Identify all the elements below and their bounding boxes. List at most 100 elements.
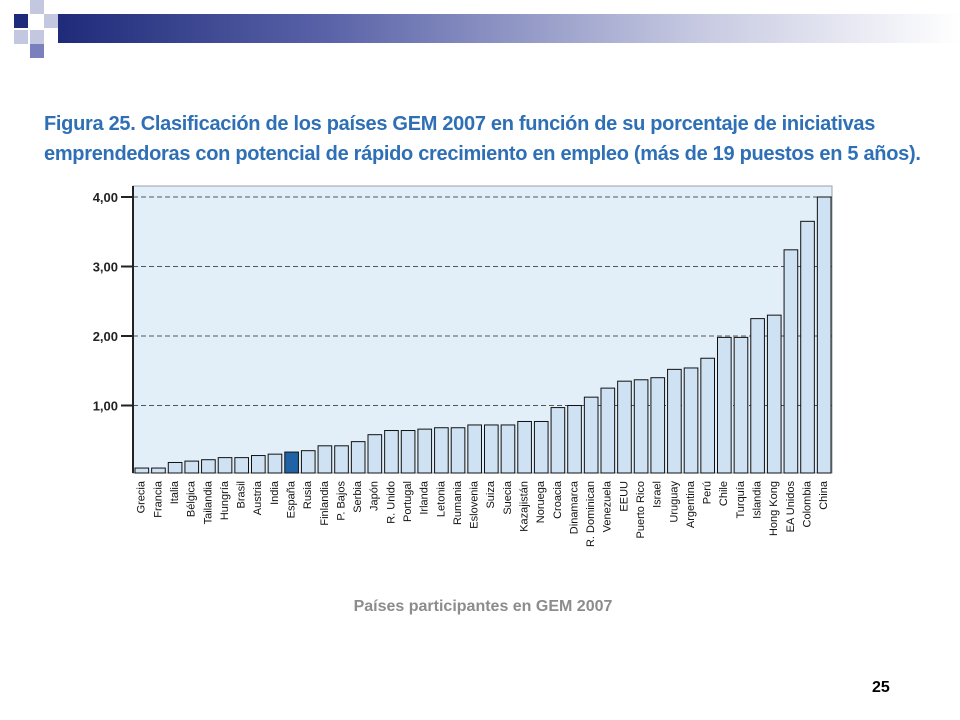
category-label: Colombia xyxy=(801,480,813,527)
bar-31 xyxy=(650,377,666,474)
category-label: Rumania xyxy=(452,480,464,525)
bar-6 xyxy=(234,457,250,474)
bar-18 xyxy=(434,427,449,474)
bar-35 xyxy=(717,336,732,474)
bar-16 xyxy=(400,430,416,474)
category-label: Suecia xyxy=(502,480,514,515)
category-label: R. Dominican xyxy=(585,481,597,547)
bar-25 xyxy=(550,407,566,474)
bar-32 xyxy=(667,368,682,474)
decorative-square xyxy=(30,0,44,14)
y-tick-label: 3,00 xyxy=(93,260,118,275)
bar-11 xyxy=(317,445,333,474)
category-label: Suiza xyxy=(485,480,497,508)
header-gradient-bar xyxy=(58,14,960,43)
decorative-square xyxy=(30,30,44,44)
bar-14 xyxy=(367,434,383,474)
bar-17 xyxy=(417,428,433,474)
bar-13 xyxy=(350,441,366,474)
category-label: Irlanda xyxy=(419,480,431,515)
bar-23 xyxy=(517,420,532,474)
category-label: Serbia xyxy=(352,480,364,513)
plot-area xyxy=(132,185,833,474)
category-label: EEUU xyxy=(618,481,630,512)
category-label: EA Unidos xyxy=(785,481,797,533)
slide-number: 25 xyxy=(872,679,890,696)
category-label: Turquía xyxy=(735,480,747,518)
bar-4 xyxy=(201,459,216,474)
bar-24 xyxy=(533,420,549,474)
category-label: Brasil xyxy=(236,481,248,509)
category-label: China xyxy=(818,480,830,510)
bar-8 xyxy=(267,453,283,474)
category-label: Tailandia xyxy=(202,480,214,524)
bar-9 xyxy=(284,451,299,474)
category-label: Perú xyxy=(702,481,714,504)
bar-10 xyxy=(300,450,316,474)
bar-15 xyxy=(384,430,399,474)
bar-5 xyxy=(217,457,233,474)
bar-28 xyxy=(600,387,616,474)
category-label: Croacia xyxy=(552,480,564,519)
bar-12 xyxy=(334,445,349,474)
bar-7 xyxy=(251,455,266,474)
bar-1 xyxy=(151,467,166,474)
category-label: Venezuela xyxy=(602,480,614,532)
bar-27 xyxy=(583,396,599,474)
decorative-square xyxy=(14,30,28,44)
category-label: Hungría xyxy=(219,480,231,520)
category-label: Grecia xyxy=(136,480,148,513)
category-label: Finlandia xyxy=(319,480,331,526)
category-label: Rusia xyxy=(302,480,314,509)
category-label: Japón xyxy=(369,481,381,511)
bar-40 xyxy=(800,220,815,474)
bar-34 xyxy=(700,357,715,474)
figure-title: Figura 25. Clasificación de los países G… xyxy=(44,113,921,165)
category-label: Noruega xyxy=(535,480,547,523)
decorative-square xyxy=(14,14,28,28)
category-label: Hong Kong xyxy=(768,481,780,536)
bar-33 xyxy=(683,367,699,474)
decorative-square xyxy=(44,14,58,28)
bar-2 xyxy=(167,461,183,474)
category-label: Francia xyxy=(152,480,164,518)
bar-22 xyxy=(500,424,516,474)
category-label: Bélgica xyxy=(186,480,198,517)
bar-29 xyxy=(617,380,632,474)
bar-38 xyxy=(766,314,782,474)
bar-20 xyxy=(467,424,483,474)
category-label: R. Unido xyxy=(385,481,397,524)
decorative-square xyxy=(30,44,44,58)
category-label: Italia xyxy=(169,480,181,504)
bar-19 xyxy=(450,427,466,474)
bar-21 xyxy=(484,424,499,474)
category-label: Puerto Rico xyxy=(635,481,647,538)
category-label: India xyxy=(269,480,281,505)
bar-41 xyxy=(816,196,832,474)
category-label: Islandia xyxy=(752,480,764,519)
bar-39 xyxy=(783,249,799,474)
y-tick-label: 1,00 xyxy=(93,399,118,414)
y-tick-label: 2,00 xyxy=(93,329,118,344)
bar-30 xyxy=(633,379,649,474)
y-tick-label: 4,00 xyxy=(93,190,118,205)
category-label: Dinamarca xyxy=(568,480,580,534)
category-label: Argentina xyxy=(685,480,697,528)
category-label: España xyxy=(286,480,298,518)
x-axis-label: Países participantes en GEM 2007 xyxy=(354,598,613,615)
category-label: Eslovenia xyxy=(469,480,481,529)
bar-26 xyxy=(567,405,582,474)
category-label: Portugal xyxy=(402,481,414,522)
category-label: Letonia xyxy=(435,480,447,517)
bar-36 xyxy=(733,336,749,474)
bar-37 xyxy=(750,318,765,474)
category-label: Israel xyxy=(652,481,664,508)
bar-0 xyxy=(134,467,150,474)
category-label: Kazajistán xyxy=(519,481,531,532)
category-label: Austria xyxy=(252,480,264,515)
category-label: P. Bajos xyxy=(335,481,347,521)
category-label: Chile xyxy=(718,481,730,506)
category-label: Uruguay xyxy=(668,481,680,523)
bar-3 xyxy=(184,460,200,474)
